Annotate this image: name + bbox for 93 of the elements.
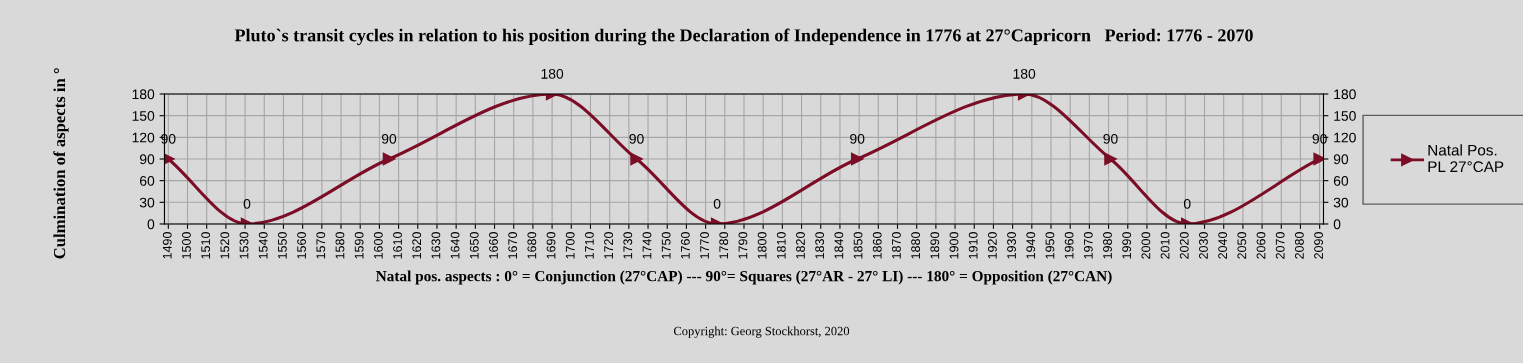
point (630, 152, 643, 166)
point (382, 152, 396, 166)
data-label: 0 (713, 198, 721, 209)
y-axis-title: Culmination of aspects in ° (53, 68, 69, 259)
x-tick-label: 1810 (776, 232, 786, 259)
x-tick-label: 1930 (1007, 232, 1016, 259)
x-tick-label: 2030 (1199, 232, 1208, 259)
x-tick-label: 1700 (565, 232, 575, 259)
x-tick-label: 2090 (1314, 232, 1323, 259)
y-tick-label: 150 (132, 111, 155, 121)
x-tick-label: 1870 (892, 232, 901, 259)
y2-tick-label: 120 (1334, 132, 1356, 143)
data-label: 180 (1013, 68, 1036, 79)
x-tick-label: 1770 (700, 232, 709, 259)
x-tick-label: 1600 (373, 232, 383, 259)
x-axis-title: Natal pos. aspects : 0° = Conjunction (27°CAP) --- 90°= Squares (27°AR - 27° LI) --- 180° = Opposition (27°CAN) (375, 270, 1112, 285)
x-tick-label: 1880 (911, 232, 921, 259)
x-tick-label: 1500 (182, 232, 191, 259)
x-tick-label: 1990 (1122, 232, 1132, 259)
data-label: 90 (1103, 133, 1118, 144)
legend-label: Natal Pos. PL 27°CAP (1428, 144, 1504, 173)
x-tick-label: 1860 (872, 232, 882, 259)
x-tick-label: 1940 (1026, 232, 1036, 259)
y2-tick-label: 150 (1334, 111, 1356, 121)
x-tick-label: 1520 (220, 232, 230, 259)
x-tick-label: 1680 (527, 232, 537, 259)
data-label: 90 (850, 133, 865, 144)
x-tick-label: 1790 (738, 232, 748, 259)
data-label: 0 (1183, 198, 1191, 209)
x-tick-label: 1910 (968, 232, 978, 259)
point (850, 152, 864, 166)
x-tick-label: 1530 (239, 232, 249, 259)
y2-tick-label: 60 (1333, 175, 1349, 186)
x-tick-label: 2040 (1218, 232, 1228, 259)
x-tick-label: 2000 (1141, 232, 1151, 259)
x-tick-label: 1840 (834, 232, 844, 259)
x-tick-label: 1740 (642, 232, 652, 259)
x-tick-label: 1490 (162, 232, 172, 259)
data-label: 180 (541, 68, 564, 79)
x-tick-label: 1620 (412, 232, 422, 259)
x-tick-label: 1830 (815, 232, 825, 259)
x-tick-label: 1900 (949, 232, 959, 259)
x-tick-label: 1650 (469, 232, 479, 259)
y-tick-label: 60 (140, 175, 155, 186)
x-tick-label: 1510 (201, 232, 211, 259)
point (1104, 152, 1117, 166)
x-tick-label: 1850 (853, 232, 863, 259)
x-tick-label: 2070 (1275, 232, 1285, 259)
x-tick-label: 1970 (1083, 232, 1093, 259)
x-tick-label: 1820 (796, 232, 805, 259)
x-tick-label: 1550 (277, 232, 287, 259)
x-tick-label: 1690 (546, 232, 556, 259)
x-tick-label: 2010 (1160, 232, 1170, 259)
y-tick-label: 180 (132, 89, 155, 100)
x-tick-label: 1800 (757, 232, 767, 259)
data-label: 0 (243, 198, 251, 209)
x-tick-label: 1610 (393, 232, 402, 259)
x-tick-label: 1720 (604, 232, 614, 259)
y2-tick-label: 90 (1333, 154, 1349, 165)
x-tick-label: 1750 (661, 232, 671, 259)
x-tick-label: 1570 (316, 232, 326, 259)
y-tick-label: 90 (139, 154, 155, 165)
x-tick-label: 1760 (680, 232, 690, 259)
x-tick-label: 1950 (1045, 232, 1055, 259)
chart-title: Pluto`s transit cycles in relation to his position during the Declaration of Independence in 1776 at 27°Capricorn Period: 1776 - 2070 (234, 28, 1253, 46)
x-tick-label: 1640 (450, 232, 460, 259)
y2-tick-label: 180 (1334, 89, 1356, 100)
x-tick-label: 1540 (258, 232, 268, 259)
x-tick-label: 1980 (1103, 232, 1112, 259)
x-tick-label: 1920 (987, 232, 997, 259)
x-tick-label: 2050 (1237, 232, 1247, 259)
y2-tick-label: 0 (1333, 219, 1341, 230)
data-label: 90 (381, 133, 397, 144)
x-tick-label: 1710 (584, 232, 594, 259)
y-tick-label: 30 (139, 197, 155, 208)
x-tick-label: 1960 (1064, 232, 1074, 259)
x-tick-label: 1730 (623, 232, 633, 259)
x-tick-label: 1890 (930, 232, 940, 259)
y-tick-label: 120 (132, 132, 155, 143)
x-tick-label: 1780 (719, 232, 729, 259)
x-tick-label: 1590 (354, 232, 364, 259)
text: Copyright: Georg Stockhorst, 2020 (673, 326, 850, 338)
y2-tick-label: 30 (1333, 197, 1349, 208)
x-tick-label: 2080 (1294, 232, 1304, 259)
x-tick-label: 1660 (489, 232, 498, 259)
y-tick-label: 0 (147, 219, 155, 230)
x-tick-label: 1560 (297, 232, 306, 259)
x-tick-label: 2060 (1256, 232, 1266, 259)
x-tick-label: 1630 (431, 232, 441, 259)
x-tick-label: 2020 (1179, 232, 1189, 259)
data-label: 90 (629, 133, 644, 144)
x-tick-label: 1670 (508, 232, 518, 259)
x-tick-label: 1580 (335, 232, 345, 259)
